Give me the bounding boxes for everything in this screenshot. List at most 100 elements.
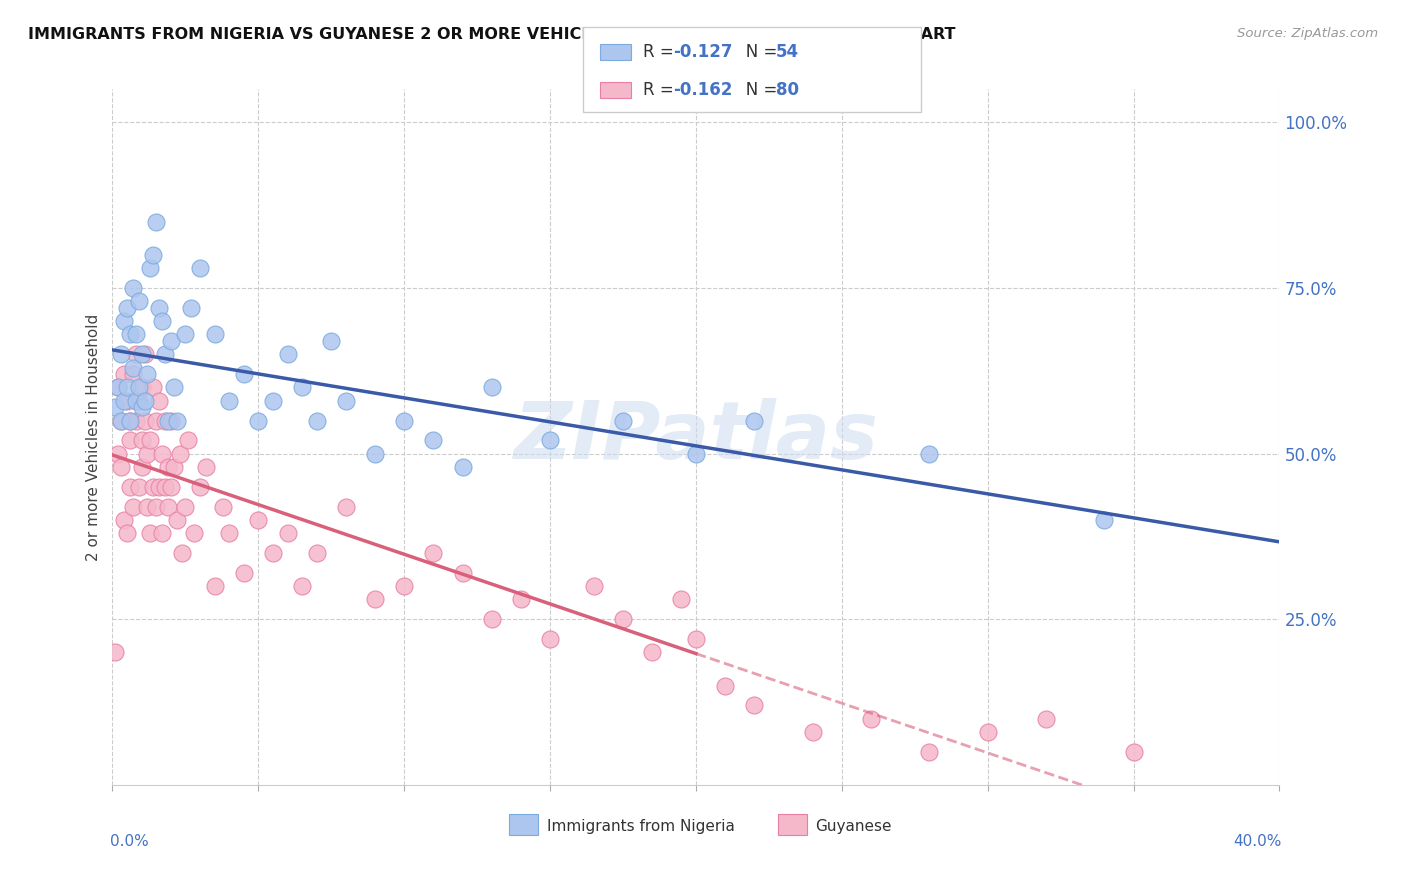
Point	[134, 413, 156, 427]
Point	[139, 526, 162, 541]
Point	[112, 367, 135, 381]
Point	[118, 413, 141, 427]
Point	[139, 434, 162, 448]
Point	[107, 380, 129, 394]
Point	[118, 327, 141, 342]
Point	[247, 413, 270, 427]
Point	[305, 413, 328, 427]
Point	[112, 513, 135, 527]
Point	[118, 480, 141, 494]
Point	[122, 367, 145, 381]
Text: N =: N =	[730, 81, 782, 99]
Point	[125, 327, 148, 342]
Point	[671, 592, 693, 607]
Point	[183, 526, 205, 541]
Point	[305, 546, 328, 560]
Point	[335, 393, 357, 408]
Point	[110, 413, 132, 427]
Point	[115, 301, 138, 315]
Point	[150, 447, 173, 461]
Point	[194, 459, 217, 474]
Point	[148, 480, 170, 494]
Point	[145, 215, 167, 229]
Point	[291, 579, 314, 593]
Point	[122, 281, 145, 295]
Point	[128, 380, 150, 394]
Point	[1094, 513, 1116, 527]
Point	[742, 698, 765, 713]
Point	[128, 294, 150, 309]
Point	[134, 347, 156, 361]
Point	[262, 546, 284, 560]
Point	[180, 301, 202, 315]
Point	[104, 645, 127, 659]
Point	[612, 413, 634, 427]
Point	[131, 347, 153, 361]
Point	[104, 401, 127, 415]
Text: Source: ZipAtlas.com: Source: ZipAtlas.com	[1237, 27, 1378, 40]
Point	[918, 745, 941, 759]
Point	[145, 500, 167, 514]
Point	[115, 393, 138, 408]
Point	[918, 447, 941, 461]
Point	[364, 592, 387, 607]
Point	[451, 459, 474, 474]
Point	[163, 380, 186, 394]
Text: R =: R =	[643, 81, 679, 99]
Point	[204, 327, 226, 342]
Point	[125, 413, 148, 427]
Point	[177, 434, 200, 448]
Point	[742, 413, 765, 427]
Point	[128, 393, 150, 408]
Point	[150, 314, 173, 328]
Point	[1035, 712, 1057, 726]
Point	[148, 393, 170, 408]
Point	[131, 380, 153, 394]
Point	[139, 261, 162, 276]
Point	[481, 612, 503, 626]
Point	[156, 500, 179, 514]
Point	[166, 513, 188, 527]
Point	[538, 434, 561, 448]
Point	[394, 413, 416, 427]
Point	[188, 480, 211, 494]
Point	[714, 679, 737, 693]
Text: 54: 54	[776, 43, 799, 62]
Point	[538, 632, 561, 647]
Point	[612, 612, 634, 626]
Y-axis label: 2 or more Vehicles in Household: 2 or more Vehicles in Household	[86, 313, 101, 561]
Point	[136, 447, 159, 461]
Point	[110, 347, 132, 361]
Point	[131, 401, 153, 415]
Point	[169, 447, 191, 461]
Point	[166, 413, 188, 427]
Point	[150, 526, 173, 541]
Point	[156, 459, 179, 474]
Point	[131, 459, 153, 474]
Point	[262, 393, 284, 408]
Point	[364, 447, 387, 461]
Point	[118, 413, 141, 427]
Text: 0.0%: 0.0%	[110, 834, 149, 848]
Point	[394, 579, 416, 593]
Point	[112, 393, 135, 408]
Point	[125, 393, 148, 408]
Text: -0.162: -0.162	[673, 81, 733, 99]
Point	[247, 513, 270, 527]
Point	[156, 413, 179, 427]
Point	[115, 380, 138, 394]
Point	[976, 725, 998, 739]
Point	[218, 393, 240, 408]
Point	[142, 480, 165, 494]
Point	[1122, 745, 1144, 759]
Bar	[509, 814, 538, 835]
Point	[276, 526, 298, 541]
Point	[801, 725, 824, 739]
Point	[188, 261, 211, 276]
Text: Immigrants from Nigeria: Immigrants from Nigeria	[547, 819, 734, 833]
Point	[422, 434, 444, 448]
Point	[122, 500, 145, 514]
Point	[685, 447, 707, 461]
Point	[145, 413, 167, 427]
Text: N =: N =	[730, 43, 782, 62]
